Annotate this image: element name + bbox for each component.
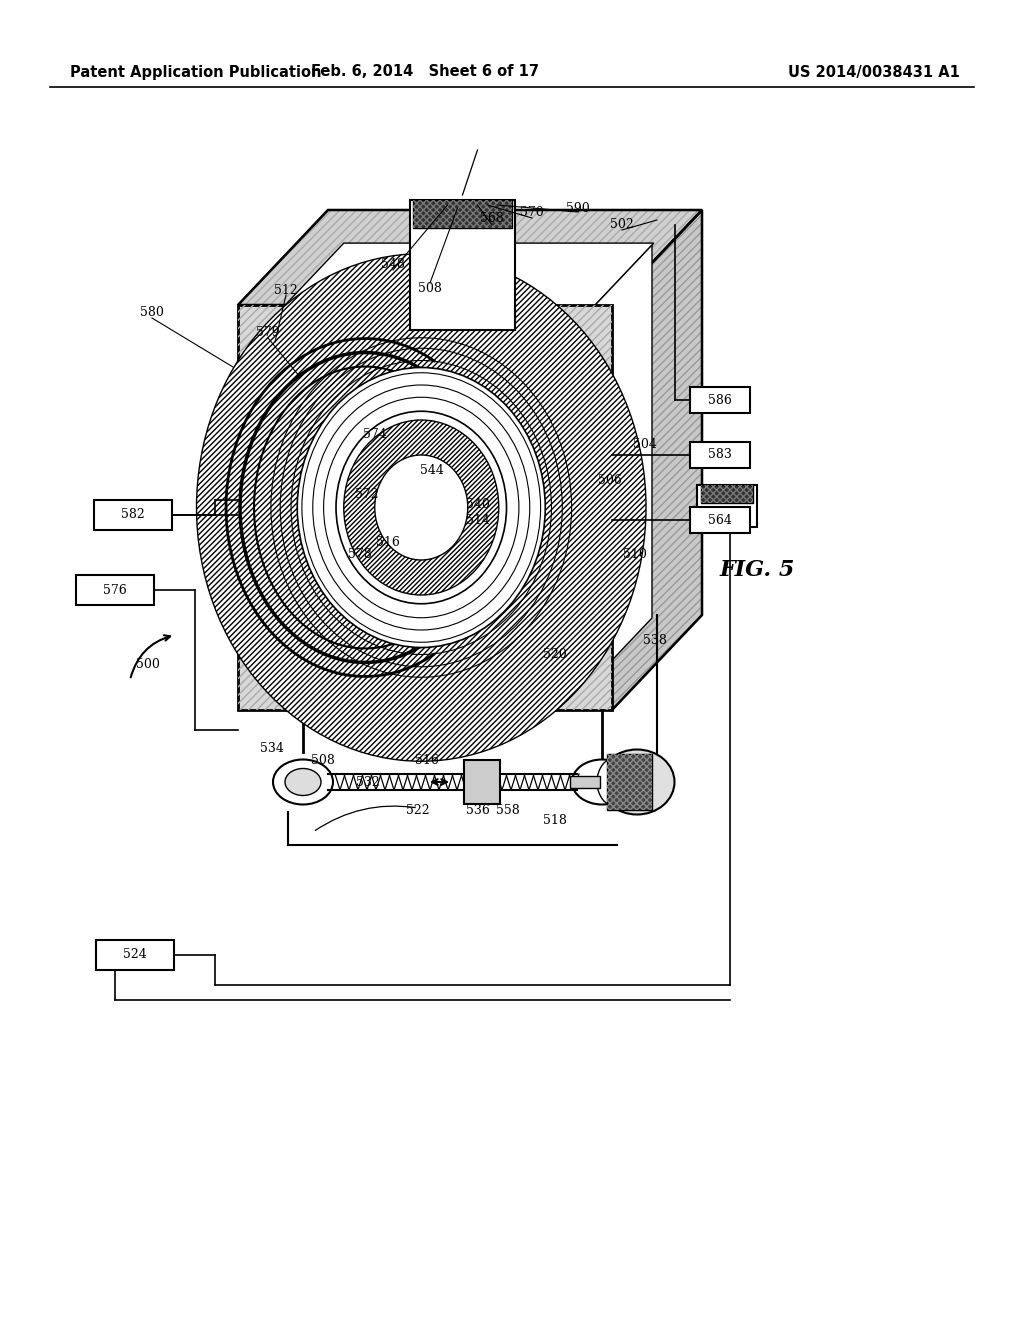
- Text: 578: 578: [348, 549, 372, 561]
- Text: 574: 574: [364, 429, 387, 441]
- Bar: [701, 484, 753, 503]
- Polygon shape: [238, 210, 702, 305]
- Bar: [414, 201, 512, 228]
- FancyBboxPatch shape: [690, 387, 750, 413]
- Polygon shape: [238, 210, 702, 305]
- FancyBboxPatch shape: [76, 576, 154, 605]
- Text: 590: 590: [566, 202, 590, 214]
- Ellipse shape: [375, 455, 468, 560]
- Text: 532: 532: [356, 776, 380, 788]
- Bar: [238, 305, 612, 710]
- Text: 516: 516: [376, 536, 400, 549]
- Bar: [697, 484, 757, 527]
- Ellipse shape: [344, 420, 499, 595]
- Bar: [701, 484, 753, 503]
- FancyBboxPatch shape: [96, 940, 174, 970]
- Ellipse shape: [197, 253, 646, 762]
- Text: 570: 570: [520, 206, 544, 219]
- Text: 576: 576: [103, 583, 127, 597]
- Ellipse shape: [336, 412, 507, 603]
- Text: 510: 510: [623, 549, 647, 561]
- Text: 524: 524: [123, 949, 146, 961]
- Bar: [607, 754, 652, 810]
- Ellipse shape: [297, 367, 545, 648]
- Text: 506: 506: [598, 474, 622, 487]
- Text: 538: 538: [643, 634, 667, 647]
- FancyBboxPatch shape: [690, 442, 750, 469]
- Bar: [414, 201, 512, 228]
- Text: 582: 582: [121, 508, 144, 521]
- Text: 544: 544: [420, 463, 444, 477]
- Text: 500: 500: [136, 659, 160, 672]
- Text: 518: 518: [543, 813, 567, 826]
- Text: 508: 508: [418, 281, 442, 294]
- Polygon shape: [275, 378, 300, 638]
- Bar: [238, 305, 612, 710]
- Text: US 2014/0038431 A1: US 2014/0038431 A1: [788, 65, 961, 79]
- FancyBboxPatch shape: [94, 500, 172, 531]
- Text: 522: 522: [407, 804, 430, 817]
- Text: 512: 512: [274, 284, 298, 297]
- Ellipse shape: [597, 756, 637, 807]
- Bar: [411, 201, 515, 330]
- Text: 579: 579: [256, 326, 280, 339]
- Text: 564: 564: [708, 513, 732, 527]
- Bar: [607, 754, 652, 810]
- Ellipse shape: [572, 759, 632, 804]
- Text: 586: 586: [708, 393, 732, 407]
- Text: 516: 516: [415, 754, 439, 767]
- Text: 583: 583: [708, 449, 732, 462]
- Text: 548: 548: [381, 259, 404, 272]
- Polygon shape: [275, 378, 300, 638]
- Polygon shape: [612, 210, 702, 710]
- Text: 514: 514: [466, 513, 489, 527]
- Text: 536: 536: [466, 804, 489, 817]
- Text: 534: 534: [260, 742, 284, 755]
- Text: 504: 504: [633, 438, 657, 451]
- Polygon shape: [270, 243, 653, 321]
- Bar: [570, 776, 600, 788]
- Text: 572: 572: [355, 488, 379, 502]
- Text: Patent Application Publication: Patent Application Publication: [70, 65, 322, 79]
- Ellipse shape: [285, 768, 321, 796]
- Text: Feb. 6, 2014   Sheet 6 of 17: Feb. 6, 2014 Sheet 6 of 17: [311, 65, 539, 79]
- Text: 540: 540: [466, 499, 489, 511]
- Bar: [270, 337, 580, 678]
- Text: 580: 580: [140, 306, 164, 319]
- Text: 568: 568: [480, 211, 504, 224]
- FancyBboxPatch shape: [690, 507, 750, 533]
- Ellipse shape: [599, 750, 675, 814]
- Text: 520: 520: [543, 648, 567, 661]
- Ellipse shape: [270, 337, 572, 678]
- Ellipse shape: [273, 759, 333, 804]
- Bar: [464, 760, 500, 804]
- Text: FIG. 5: FIG. 5: [720, 558, 796, 581]
- Text: 558: 558: [496, 804, 520, 817]
- Text: 508: 508: [311, 754, 335, 767]
- Text: 502: 502: [610, 219, 634, 231]
- Ellipse shape: [251, 318, 591, 697]
- Polygon shape: [580, 246, 652, 694]
